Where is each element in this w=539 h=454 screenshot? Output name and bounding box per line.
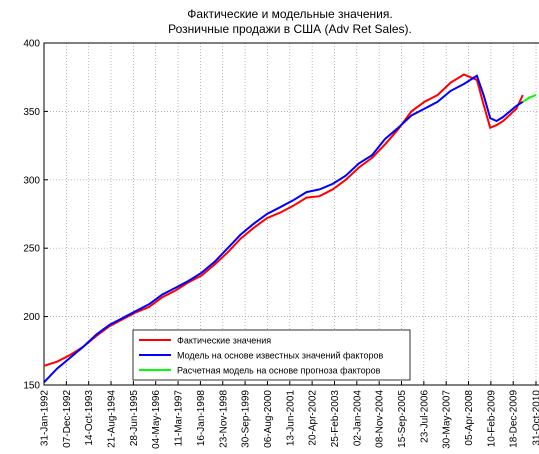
x-tick-label: 25-Feb-2003	[330, 390, 341, 448]
x-tick-label: 18-Dec-2009	[509, 390, 520, 448]
x-tick-label: 07-Dec-1992	[62, 390, 73, 448]
x-tick-label: 06-Aug-2000	[263, 390, 274, 448]
legend-label: Фактические значения	[177, 336, 271, 346]
x-tick-label: 30-May-2007	[442, 390, 453, 449]
x-tick-label: 16-Jan-1998	[196, 390, 207, 447]
x-tick-label: 14-Oct-1993	[84, 390, 95, 446]
x-tick-label: 23-Jul-2006	[419, 390, 430, 443]
x-tick-label: 28-Jun-1995	[129, 390, 140, 447]
x-tick-label: 08-Nov-2004	[375, 390, 386, 448]
x-tick-label: 23-Nov-1998	[218, 390, 229, 448]
y-tick-label: 150	[23, 381, 40, 392]
chart-title: Розничные продажи в США (Adv Ret Sales).	[168, 22, 412, 36]
x-tick-label: 30-Sep-1999	[241, 390, 252, 448]
series-line	[522, 94, 537, 103]
axes-box	[43, 42, 539, 386]
x-tick-label: 02-Jan-2004	[352, 390, 363, 447]
x-tick-label: 31-Jan-1992	[40, 390, 51, 447]
y-tick-label: 200	[23, 312, 40, 323]
y-tick-label: 400	[23, 39, 40, 50]
series-line	[43, 73, 524, 367]
y-tick-label: 350	[23, 107, 40, 118]
x-tick-label: 04-May-1996	[151, 390, 162, 449]
legend-label: Модель на основе известных значений факт…	[177, 351, 383, 361]
x-tick-label: 21-Aug-1994	[107, 390, 118, 448]
x-tick-label: 10-Feb-2009	[486, 390, 497, 448]
series-line	[43, 74, 524, 383]
x-tick-label: 13-Jun-2001	[285, 390, 296, 447]
chart-title: Фактические и модельные значения.	[187, 7, 392, 21]
x-tick-label: 20-Apr-2002	[308, 390, 319, 446]
legend-label: Расчетная модель на основе прогноза факт…	[177, 366, 381, 376]
x-tick-label: 31-Oct-2010	[532, 390, 539, 446]
x-tick-label: 15-Sep-2005	[397, 390, 408, 448]
y-tick-label: 250	[23, 244, 40, 255]
x-tick-label: 11-Mar-1997	[174, 390, 185, 447]
y-tick-label: 300	[23, 175, 40, 186]
x-tick-label: 05-Apr-2008	[464, 390, 475, 446]
legend-box	[132, 329, 411, 381]
